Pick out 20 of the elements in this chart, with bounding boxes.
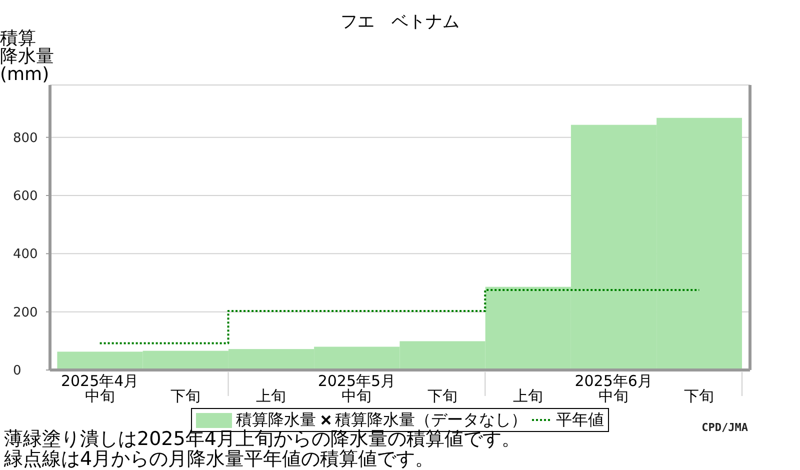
- y-tick-label: 400: [13, 247, 38, 262]
- y-tick-label: 0: [13, 364, 22, 379]
- x-tick-label: 上旬: [512, 387, 543, 405]
- x-tick-label: 2025年4月中旬: [60, 372, 140, 405]
- x-tick-label: 2025年6月中旬: [574, 372, 654, 405]
- y-tick-label: 600: [13, 189, 38, 204]
- legend-label: 積算降水量: [236, 410, 316, 429]
- legend-label: 平年値: [556, 410, 604, 430]
- y-tick-label: 800: [13, 130, 38, 146]
- y-axis-title: 積算降水量(mm): [0, 28, 55, 85]
- x-tick-label: 2025年5月中旬: [316, 372, 397, 405]
- x-tick-label: 下旬: [170, 387, 200, 405]
- x-tick-label: 上旬: [256, 387, 286, 405]
- x-tick-label: 下旬: [684, 387, 714, 405]
- text: 緑点線は4月からの月降水量平年値の積算値です。: [4, 448, 436, 470]
- text: CPD/JMA: [702, 421, 748, 434]
- x-tick-label: 下旬: [427, 387, 458, 405]
- y-tick-label: 200: [13, 305, 38, 320]
- chart-title: フエ ベトナム: [340, 12, 460, 32]
- legend-label: 積算降水量（データなし）: [335, 410, 527, 429]
